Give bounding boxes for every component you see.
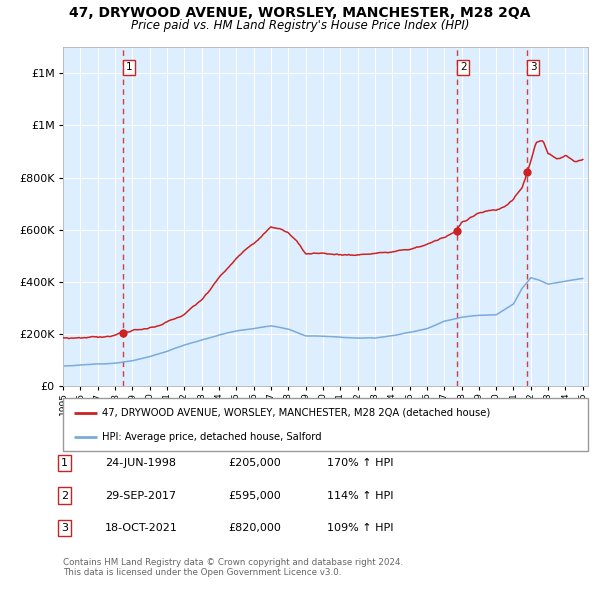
Text: 1: 1 bbox=[126, 63, 133, 73]
Text: Contains HM Land Registry data © Crown copyright and database right 2024.
This d: Contains HM Land Registry data © Crown c… bbox=[63, 558, 403, 577]
Text: £595,000: £595,000 bbox=[228, 491, 281, 500]
Text: Price paid vs. HM Land Registry's House Price Index (HPI): Price paid vs. HM Land Registry's House … bbox=[131, 19, 469, 32]
Text: 24-JUN-1998: 24-JUN-1998 bbox=[105, 458, 176, 468]
Text: HPI: Average price, detached house, Salford: HPI: Average price, detached house, Salf… bbox=[103, 432, 322, 442]
Text: 114% ↑ HPI: 114% ↑ HPI bbox=[327, 491, 394, 500]
Text: 170% ↑ HPI: 170% ↑ HPI bbox=[327, 458, 394, 468]
Text: 47, DRYWOOD AVENUE, WORSLEY, MANCHESTER, M28 2QA: 47, DRYWOOD AVENUE, WORSLEY, MANCHESTER,… bbox=[69, 6, 531, 20]
Text: 18-OCT-2021: 18-OCT-2021 bbox=[105, 523, 178, 533]
Text: 3: 3 bbox=[530, 63, 536, 73]
Text: £820,000: £820,000 bbox=[228, 523, 281, 533]
Text: 3: 3 bbox=[61, 523, 68, 533]
Text: 29-SEP-2017: 29-SEP-2017 bbox=[105, 491, 176, 500]
Text: 2: 2 bbox=[61, 491, 68, 500]
Text: 1: 1 bbox=[61, 458, 68, 468]
Text: 109% ↑ HPI: 109% ↑ HPI bbox=[327, 523, 394, 533]
Text: 47, DRYWOOD AVENUE, WORSLEY, MANCHESTER, M28 2QA (detached house): 47, DRYWOOD AVENUE, WORSLEY, MANCHESTER,… bbox=[103, 408, 491, 418]
FancyBboxPatch shape bbox=[63, 398, 588, 451]
Text: 2: 2 bbox=[460, 63, 466, 73]
Text: £205,000: £205,000 bbox=[228, 458, 281, 468]
